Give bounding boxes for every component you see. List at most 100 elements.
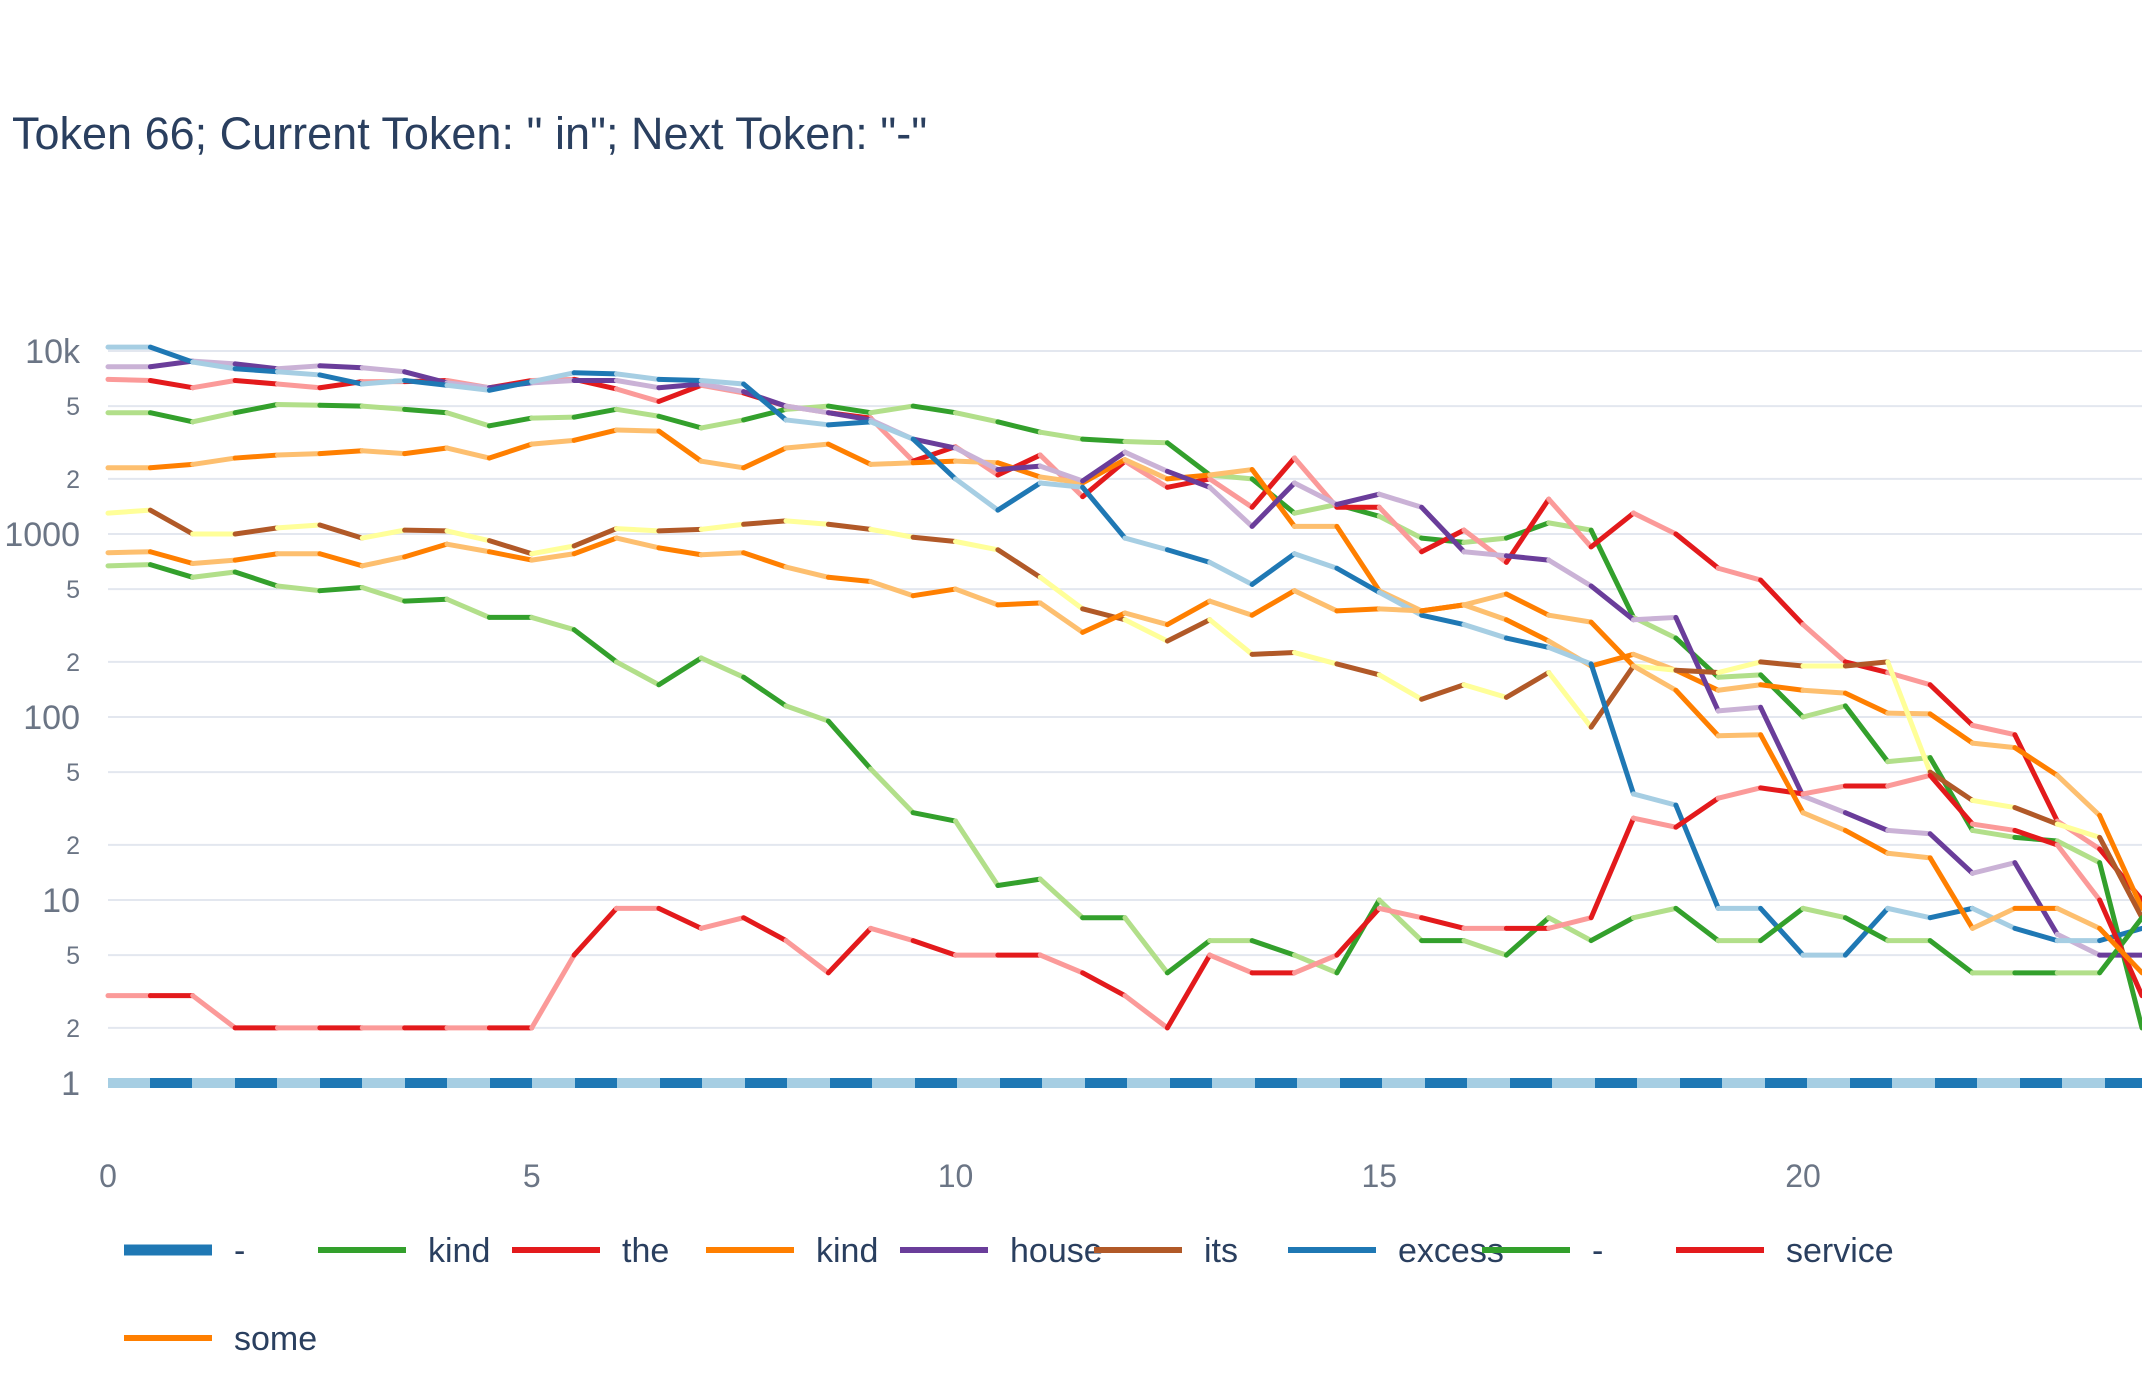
series-segment xyxy=(953,538,1001,553)
legend-item[interactable]: kind xyxy=(318,1232,490,1270)
series-line xyxy=(105,344,2142,958)
series-segment xyxy=(2097,925,2142,976)
series-segment xyxy=(317,585,365,594)
series-segment xyxy=(1207,952,1255,976)
series-segment xyxy=(1334,897,1382,976)
series-segment xyxy=(910,586,958,599)
series-segment xyxy=(486,415,535,429)
series-segment xyxy=(1164,598,1213,628)
series-segment xyxy=(232,452,280,461)
series-segment xyxy=(825,521,874,532)
series-segment xyxy=(1885,905,1933,921)
series-segment xyxy=(275,402,323,408)
series-segment xyxy=(1419,612,1467,628)
series-segment xyxy=(783,441,831,451)
y-tick-label: 2 xyxy=(66,1015,80,1043)
series-segment xyxy=(190,569,238,580)
series-segment xyxy=(1207,467,1255,478)
series-segment xyxy=(1249,650,1297,657)
y-tick-label: 5 xyxy=(66,759,80,787)
series-segment xyxy=(1037,480,1086,490)
series-segment xyxy=(571,526,619,549)
series-segment xyxy=(2054,905,2103,931)
series-segment xyxy=(1122,449,1170,474)
legend-item[interactable]: service xyxy=(1676,1232,1894,1270)
series-segment xyxy=(402,596,450,604)
legend-item[interactable]: some xyxy=(124,1320,317,1358)
series-segment xyxy=(1927,769,1975,803)
series-segment xyxy=(698,377,747,387)
series-segment xyxy=(1715,659,1764,676)
y-tick-label: 2 xyxy=(66,649,80,677)
series-segment xyxy=(1503,617,1552,644)
series-segment xyxy=(1164,476,1213,490)
series-segment xyxy=(1631,663,1679,693)
series-segment xyxy=(105,507,153,516)
series-segment xyxy=(1122,993,1170,1031)
legend-label: its xyxy=(1204,1232,1238,1270)
series-segment xyxy=(275,583,323,594)
legend-item[interactable]: - xyxy=(124,1232,245,1270)
legend-item[interactable]: kind xyxy=(706,1232,878,1270)
y-tick-label: 10k xyxy=(25,333,81,371)
legend-item[interactable]: house xyxy=(900,1232,1103,1270)
series-segment xyxy=(910,436,958,482)
series-segment xyxy=(614,659,662,688)
series-segment xyxy=(105,376,153,383)
y-tick-label: 1 xyxy=(61,1065,80,1103)
series-segment xyxy=(571,535,619,557)
series-segment xyxy=(1631,791,1679,808)
series-segment xyxy=(232,377,280,387)
series-segment xyxy=(1546,557,1594,589)
series-segment xyxy=(1885,827,1933,837)
series-segment xyxy=(1927,682,1975,728)
series-segment xyxy=(1927,711,1975,746)
series-segment xyxy=(1758,704,1806,799)
series-segment xyxy=(147,461,196,471)
series-segment xyxy=(359,448,408,457)
series-segment xyxy=(1842,703,1891,765)
series-segment xyxy=(147,377,196,391)
series-segment xyxy=(1292,952,1340,976)
series-segment xyxy=(741,518,789,527)
y-tick-label: 1000 xyxy=(4,516,80,554)
series-segment xyxy=(1164,547,1213,565)
series-segment xyxy=(1037,600,1086,635)
series-segment xyxy=(1419,504,1467,555)
series-segment xyxy=(232,569,280,589)
series-segment xyxy=(147,507,196,537)
series-segment xyxy=(1122,915,1170,976)
legend-item[interactable]: its xyxy=(1094,1232,1238,1270)
series-segment xyxy=(232,361,280,372)
series-segment xyxy=(995,452,1043,478)
series-segment xyxy=(1970,821,2018,833)
series-segment xyxy=(1292,501,1340,516)
series-segment xyxy=(1758,905,1806,958)
series-segment xyxy=(1249,938,1297,958)
series-segment xyxy=(656,526,704,534)
series-segment xyxy=(1037,952,1086,976)
series-segment xyxy=(190,359,238,372)
legend-item[interactable]: excess xyxy=(1288,1232,1504,1270)
series-segment xyxy=(571,370,619,377)
series-segment xyxy=(1970,860,2018,876)
series-segment xyxy=(995,876,1043,889)
series-segment xyxy=(1461,602,1509,623)
series-segment xyxy=(1080,484,1128,541)
series-segment xyxy=(1164,952,1213,1031)
series-segment xyxy=(1419,682,1467,702)
series-segment xyxy=(2054,838,2103,866)
series-segment xyxy=(359,403,408,412)
series-segment xyxy=(1207,476,1255,510)
series-segment xyxy=(741,381,789,423)
legend-item[interactable]: - xyxy=(1482,1232,1603,1270)
series-segment xyxy=(190,557,238,566)
legend-item[interactable]: the xyxy=(512,1232,669,1270)
plot-area xyxy=(105,344,2142,1088)
series-segment xyxy=(1037,429,1086,442)
series-segment xyxy=(1080,610,1128,635)
series-segment xyxy=(1080,449,1128,484)
x-tick-label: 15 xyxy=(1361,1158,1397,1194)
series-segment xyxy=(529,614,577,633)
series-segment xyxy=(1758,682,1806,693)
